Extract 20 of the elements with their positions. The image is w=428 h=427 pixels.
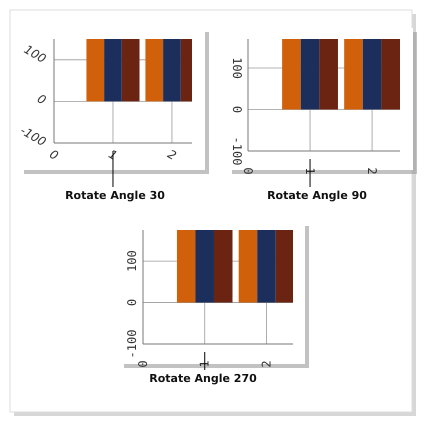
y-tick-label: 0 [34,92,49,108]
y-tick-label: 0 [230,106,244,114]
y-tick-label: 100 [22,42,49,66]
x-tick-label: 0 [241,167,255,175]
y-tick-label: -100 [230,136,244,166]
x-tick-label: 1 [198,360,212,368]
x-tick-label: 0 [136,360,150,368]
text: Rotate Angle 270 [149,372,258,385]
x-tick-label: 1 [303,167,318,175]
y-tick-label: 0 [125,298,139,306]
y-tick-label: 100 [125,250,139,272]
x-tick-label: 2 [165,147,179,163]
x-tick-label: 2 [259,360,274,368]
x-tick-label: 0 [47,147,62,164]
text: Rotate Angle 90 [267,189,368,202]
text: Rotate Angle 30 [65,189,166,202]
y-tick-label: -100 [125,330,139,358]
y-tick-label: -100 [18,123,49,150]
x-tick-label: 2 [365,167,380,175]
y-tick-label: 100 [230,57,244,79]
